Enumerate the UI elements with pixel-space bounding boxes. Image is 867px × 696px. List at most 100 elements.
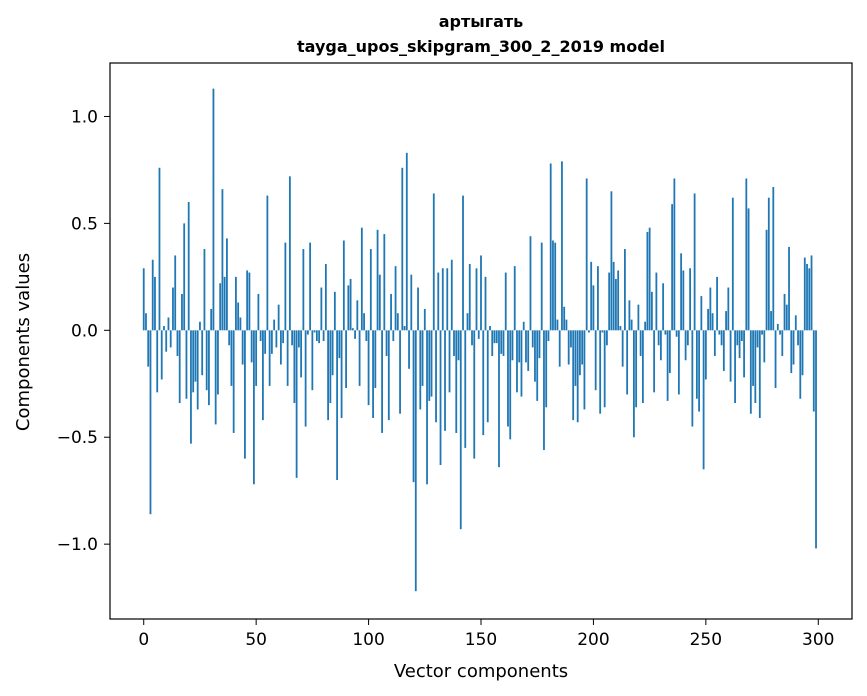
bar-9 — [163, 326, 165, 331]
bar-34 — [219, 283, 222, 331]
plot-frame — [109, 62, 853, 620]
bar-115 — [401, 167, 404, 331]
bar-162 — [507, 330, 509, 427]
bar-112 — [394, 266, 397, 331]
bar-2 — [147, 330, 150, 367]
bar-213 — [621, 330, 624, 367]
bar-99 — [365, 330, 368, 341]
y-tick-label: 0.0 — [71, 321, 98, 341]
bar-11 — [167, 317, 170, 331]
bar-204 — [601, 330, 604, 333]
bar-137 — [450, 259, 453, 331]
bar-91 — [347, 285, 350, 331]
bar-167 — [518, 330, 521, 363]
bar-42 — [237, 302, 240, 331]
bar-231 — [662, 283, 665, 331]
bar-251 — [707, 308, 709, 331]
bar-143 — [464, 330, 467, 448]
bar-96 — [358, 330, 361, 386]
bar-275 — [761, 330, 763, 335]
bar-250 — [704, 330, 707, 380]
bar-95 — [356, 300, 359, 331]
bar-157 — [495, 330, 498, 344]
bar-209 — [612, 261, 615, 331]
bar-201 — [594, 330, 597, 391]
bar-297 — [810, 255, 813, 331]
bar-119 — [410, 274, 413, 331]
bar-13 — [172, 287, 174, 331]
bar-215 — [626, 330, 629, 395]
bar-148 — [475, 268, 478, 331]
bar-262 — [731, 197, 734, 331]
bar-25 — [199, 321, 201, 331]
bar-53 — [262, 330, 264, 421]
x-axis-label: Vector components — [394, 661, 568, 682]
bar-74 — [309, 242, 312, 331]
bar-271 — [752, 330, 754, 386]
bar-144 — [466, 313, 469, 331]
bar-3 — [149, 330, 152, 515]
bar-79 — [320, 287, 323, 331]
bar-179 — [545, 330, 548, 408]
bar-10 — [165, 330, 168, 352]
bar-123 — [419, 330, 422, 410]
bar-1 — [145, 313, 147, 331]
bar-165 — [513, 266, 516, 331]
bar-87 — [338, 330, 341, 359]
bar-127 — [428, 330, 431, 401]
bar-261 — [729, 330, 732, 382]
bar-222 — [641, 330, 644, 404]
bar-256 — [718, 330, 721, 335]
bar-55 — [266, 195, 269, 331]
bar-163 — [509, 330, 512, 440]
bar-183 — [554, 242, 557, 331]
bar-92 — [349, 278, 352, 331]
bar-237 — [675, 330, 678, 337]
bar-18 — [183, 223, 186, 331]
y-tick-label: −0.5 — [57, 428, 98, 448]
bar-37 — [226, 238, 228, 331]
bar-244 — [691, 330, 694, 427]
bar-195 — [581, 330, 584, 365]
bar-82 — [327, 330, 329, 421]
bar-259 — [725, 311, 727, 331]
bar-6 — [156, 330, 159, 393]
bar-289 — [792, 330, 795, 365]
bar-47 — [248, 272, 251, 331]
bar-146 — [471, 330, 473, 346]
bar-140 — [457, 330, 460, 361]
bar-202 — [597, 266, 599, 331]
bar-26 — [201, 330, 204, 376]
bar-185 — [558, 330, 561, 367]
bar-218 — [633, 330, 635, 438]
bar-270 — [749, 330, 752, 414]
bar-58 — [273, 319, 276, 331]
bar-122 — [417, 287, 419, 331]
bar-279 — [770, 311, 772, 331]
bar-248 — [700, 296, 703, 331]
bar-168 — [520, 330, 523, 397]
y-axis-ticks: −1.0 −0.5 0.0 0.5 1.0 — [57, 107, 110, 555]
x-tick-label: 150 — [465, 630, 497, 650]
bar-56 — [268, 330, 271, 386]
bar-86 — [336, 330, 338, 480]
bar-210 — [615, 278, 617, 331]
bar-205 — [603, 330, 606, 408]
bar-299 — [815, 330, 817, 549]
bar-138 — [453, 330, 455, 356]
bar-45 — [244, 330, 246, 459]
bar-295 — [806, 264, 808, 331]
bar-292 — [799, 330, 802, 399]
bar-32 — [214, 330, 217, 425]
bar-191 — [572, 330, 575, 421]
chart-title: артыгать — [439, 12, 524, 31]
bar-59 — [275, 330, 278, 348]
bar-268 — [745, 178, 748, 331]
bar-159 — [500, 330, 503, 354]
bar-223 — [644, 321, 647, 331]
bar-212 — [619, 326, 622, 331]
bar-41 — [235, 276, 237, 331]
y-tick-label: −1.0 — [57, 535, 98, 555]
bar-116 — [403, 326, 406, 331]
bar-238 — [677, 330, 680, 395]
